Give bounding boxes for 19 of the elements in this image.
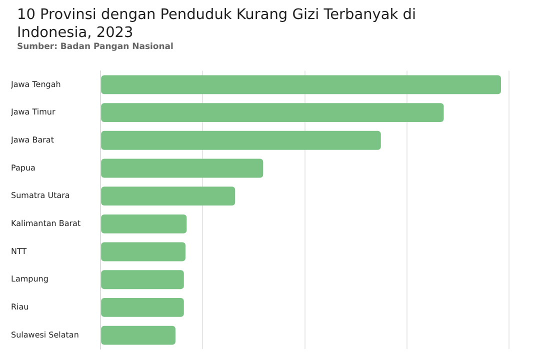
bar [101, 326, 176, 345]
y-tick-label: Sumatra Utara [11, 191, 70, 200]
bar [101, 214, 187, 234]
bar [101, 298, 184, 317]
y-tick-label: Sulawesi Selatan [11, 330, 79, 340]
y-tick-label: Riau [11, 302, 29, 312]
chart-title: 10 Provinsi dengan Penduduk Kurang Gizi Terbanyak di Indonesia, 2023 [17, 6, 417, 42]
text: Sumber: Badan Pangan Nasional [17, 42, 174, 52]
y-tick-label: Papua [11, 163, 36, 172]
bar [101, 158, 264, 178]
y-tick-label: Lampung [11, 274, 48, 284]
bar [101, 242, 186, 262]
bar [101, 130, 381, 150]
y-tick-label: Kalimantan Barat [11, 219, 81, 228]
bar [101, 103, 444, 122]
bar [101, 75, 501, 94]
bar [101, 186, 236, 206]
y-tick-label: NTT [11, 246, 27, 256]
bar [101, 270, 184, 290]
